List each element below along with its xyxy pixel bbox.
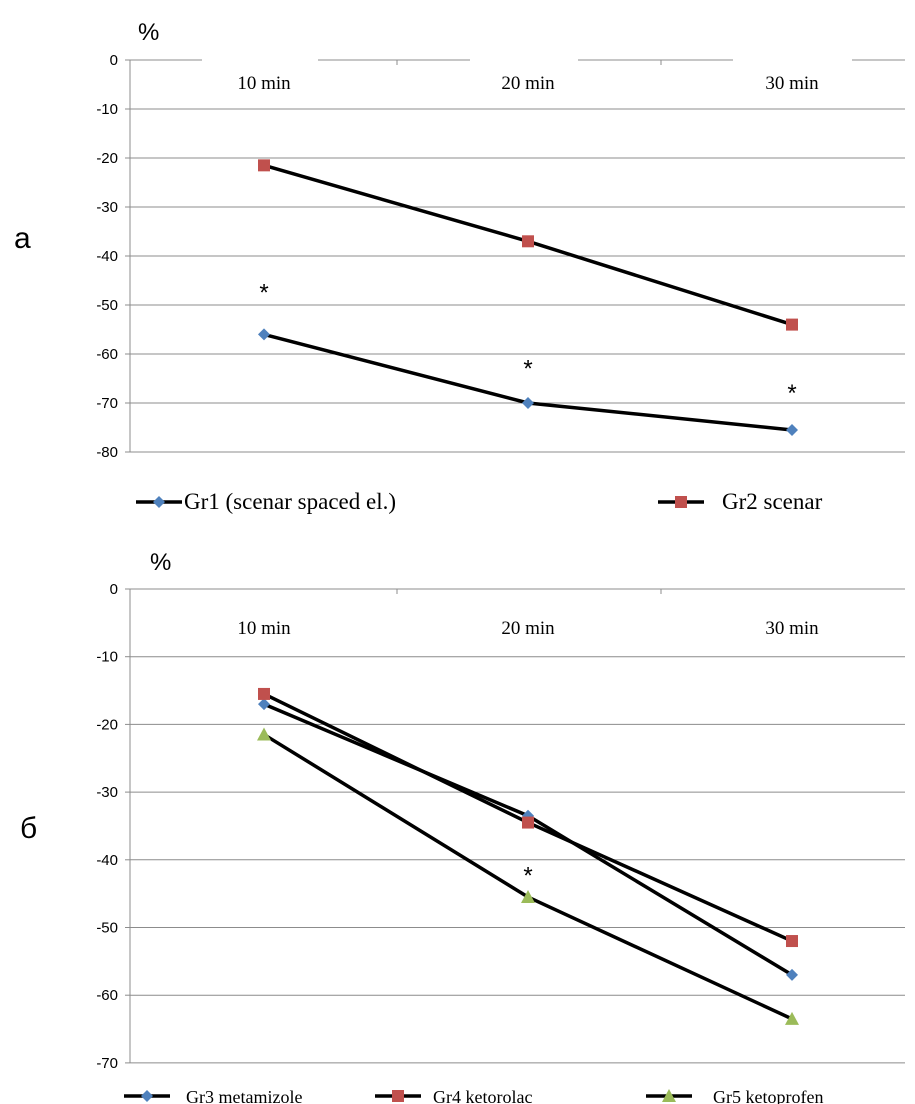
chart-a-significance-marker: * (523, 355, 532, 382)
chart-a-significance-marker: * (787, 380, 796, 407)
chart-b-series-2-point (522, 816, 534, 829)
chart-a-category-label: 10 min (237, 73, 291, 94)
chart-b-category-label: 30 min (765, 618, 819, 639)
chart-a-legend-2-marker (675, 496, 687, 508)
chart-a-series-2-point (522, 235, 534, 248)
chart-a-category-label: 30 min (765, 73, 819, 94)
chart-b-series-2-point (786, 935, 798, 948)
chart-b-ytick-label: -70 (96, 1055, 118, 1072)
chart-a-series-1-point (522, 397, 534, 409)
chart-b-series-1-line (263, 702, 793, 977)
chart-a-significance-marker: * (259, 279, 268, 306)
chart-a-ytick-label: -70 (96, 395, 118, 412)
chart-b-category-label: 20 min (501, 618, 555, 639)
panel-b-unit-label: % (150, 549, 171, 576)
panel-a-unit-label: % (138, 19, 159, 46)
chart-a-ytick-label: -60 (96, 346, 118, 363)
chart-b-series-2-point (258, 687, 270, 700)
chart-b-significance-marker: * (523, 862, 532, 889)
chart-a-ytick-label: -50 (96, 297, 118, 314)
chart-b-category-label: 10 min (237, 618, 291, 639)
chart-b-ytick-label: -10 (96, 649, 118, 666)
panel-a-label: а (14, 222, 31, 255)
chart-b-series-3-point (521, 890, 535, 904)
chart-a-ytick-label: -40 (96, 248, 118, 265)
chart-b-legend-3-label: Gr5 ketoprofen (713, 1087, 823, 1104)
chart-a-ytick-label: -30 (96, 199, 118, 216)
chart-b-ytick-label: -40 (96, 852, 118, 869)
plot-layer: 0 -10 -20 -30 -40 -50 -60 -70 -80 10 min 20 min 30 … (96, 52, 905, 1104)
chart-b-series-1-point (258, 698, 270, 711)
chart-b-series-3-point (257, 727, 271, 741)
chart-a-series-2-point (258, 159, 270, 172)
chart-a-category-label: 20 min (501, 73, 555, 94)
panel-b-label: б (20, 812, 37, 845)
chart-b-ytick-label: -20 (96, 716, 118, 733)
chart-b-legend-2-marker (392, 1090, 404, 1102)
chart-b-ytick-label: 0 (110, 581, 118, 598)
chart-b-legend-3-marker (662, 1089, 676, 1102)
chart-b-legend-1-marker (141, 1090, 153, 1102)
chart-b-legend-1-label: Gr3 metamizole (186, 1087, 302, 1104)
chart-b-legend-2-label: Gr4 ketorolac (433, 1087, 532, 1104)
chart-b-series-3-point (785, 1011, 799, 1025)
chart-a-legend-1-marker (153, 496, 165, 508)
chart-b-ytick-label: -30 (96, 784, 118, 801)
chart-b-ytick-label: -60 (96, 987, 118, 1004)
chart-a-ytick-label: 0 (110, 52, 118, 69)
chart-a-legend-1-label: Gr1 (scenar spaced el.) (184, 489, 396, 514)
chart-a-ytick-label: -10 (96, 101, 118, 118)
chart-b-ytick-label: -50 (96, 920, 118, 937)
chart-a-series-1-point (786, 423, 798, 436)
chart-a-legend-2-label: Gr2 scenar (722, 489, 823, 514)
chart-a-series-1-point (258, 328, 270, 341)
chart-a-ytick-label: -20 (96, 150, 118, 167)
chart-a-ytick-label: -80 (96, 444, 118, 461)
chart-b-series-1-point (786, 968, 798, 981)
chart-a-series-2-point (786, 318, 798, 331)
